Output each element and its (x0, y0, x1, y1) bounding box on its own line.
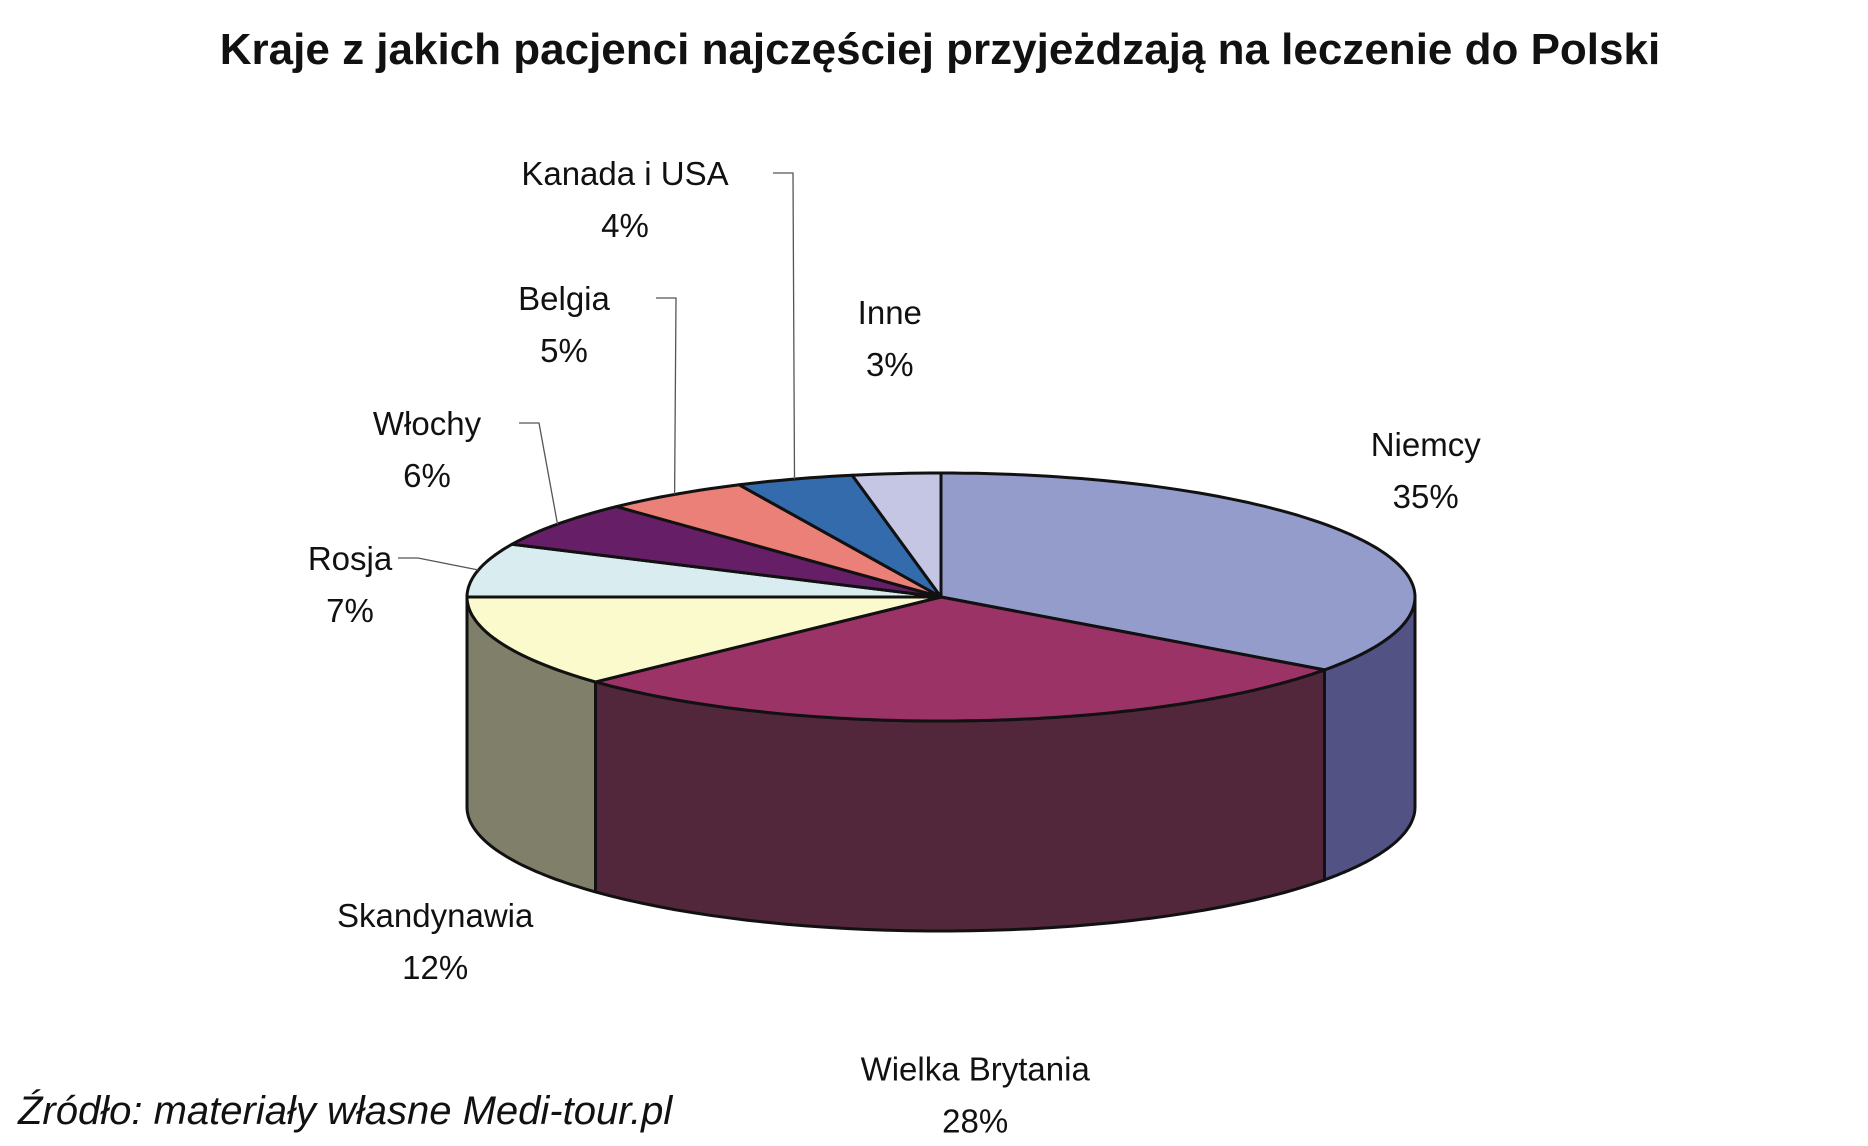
slice-value-inne: 3% (866, 346, 914, 383)
slice-value-belgia: 5% (540, 332, 588, 369)
chart-title: Kraje z jakich pacjenci najczęściej przy… (220, 25, 1660, 74)
slice-value-rosja: 7% (326, 592, 374, 629)
slice-value-wlochy: 6% (403, 457, 451, 494)
slice-value-skandynawia: 12% (402, 949, 468, 986)
slice-label-belgia: Belgia (518, 280, 610, 317)
slice-label-wielka-brytania: Wielka Brytania (861, 1051, 1091, 1088)
slice-labels: Niemcy 35% Wielka Brytania 28% Skandynawia 12… (308, 155, 1481, 1140)
slice-label-kanada-i-usa: Kanada i USA (521, 155, 728, 192)
leader-line-wlochy (519, 422, 559, 525)
source-note: Źródło: materiały własne Medi-tour.pl (17, 1088, 673, 1133)
slice-value-kanada-i-usa: 4% (601, 207, 649, 244)
pie-slice-niemcy (939, 471, 1417, 672)
slice-label-inne: Inne (858, 294, 922, 331)
slice-label-niemcy: Niemcy (1371, 426, 1482, 463)
leader-lines (398, 172, 796, 571)
leader-line-rosja (398, 557, 479, 571)
pie-slice-belgia (615, 483, 943, 599)
slice-label-skandynawia: Skandynawia (337, 897, 534, 934)
slice-value-wielka-brytania: 28% (942, 1103, 1008, 1140)
leader-line-kanada-i-usa (773, 172, 796, 480)
slice-label-rosja: Rosja (308, 540, 393, 577)
slice-value-niemcy: 35% (1393, 478, 1459, 515)
leader-line-belgia (656, 297, 677, 495)
pie-slice-inne (850, 471, 943, 599)
pie-sides (465, 595, 1417, 933)
slice-label-wlochy: Włochy (373, 405, 482, 442)
pie-slices (465, 471, 1417, 723)
pie-slice-skandynawia (465, 595, 943, 684)
pie-slice-wielka-brytania (594, 595, 1326, 723)
